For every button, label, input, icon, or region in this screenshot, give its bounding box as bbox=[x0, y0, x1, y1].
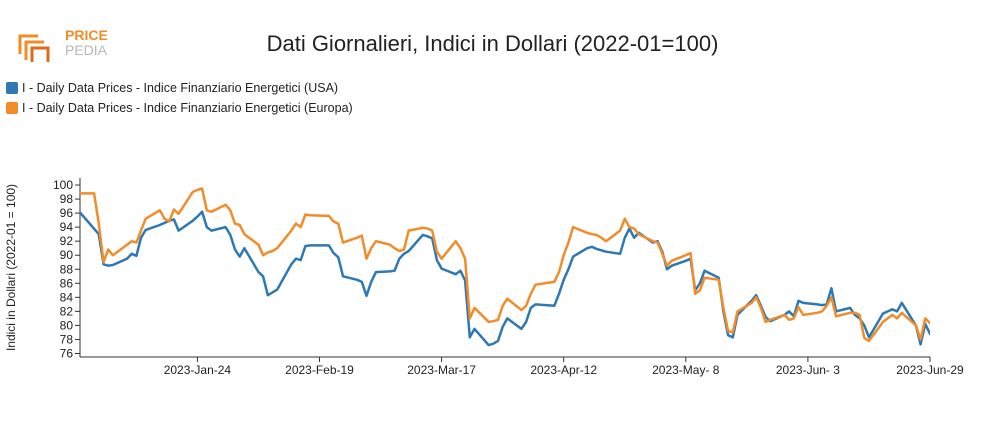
pricepedia-logo-mark: PRICE PEDIA bbox=[18, 27, 108, 62]
y-tick-label-100: 100 bbox=[53, 178, 73, 192]
x-tick-label-6: 2023-Jun-29 bbox=[896, 363, 964, 377]
x-tick-label-3: 2023-Apr-12 bbox=[530, 363, 597, 377]
x-tick-label-0: 2023-Jan-24 bbox=[164, 363, 232, 377]
legend-swatch-europa bbox=[6, 102, 18, 114]
x-tick-label-4: 2023-May- 8 bbox=[652, 363, 720, 377]
chart-title: Dati Giornalieri, Indici in Dollari (202… bbox=[266, 31, 719, 56]
y-tick-label-90: 90 bbox=[60, 248, 74, 262]
y-tick-label-78: 78 bbox=[60, 332, 74, 346]
logo-square-middle bbox=[24, 40, 44, 60]
series-line-usa bbox=[80, 210, 930, 347]
y-tick-label-98: 98 bbox=[60, 192, 74, 206]
y-tick-label-86: 86 bbox=[60, 276, 74, 290]
logo-line1: PRICE bbox=[65, 27, 108, 43]
x-tick-label-2: 2023-Mar-17 bbox=[407, 363, 476, 377]
legend-item-usa[interactable]: I - Daily Data Prices - Indice Finanziar… bbox=[6, 80, 338, 96]
legend-label-usa: I - Daily Data Prices - Indice Finanziar… bbox=[22, 81, 339, 95]
x-tick-label-1: 2023-Feb-19 bbox=[285, 363, 354, 377]
y-tick-label-96: 96 bbox=[60, 206, 74, 220]
y-tick-label-94: 94 bbox=[60, 220, 74, 234]
chart-series bbox=[80, 187, 930, 347]
y-tick-label-88: 88 bbox=[60, 262, 74, 276]
x-tick-label-5: 2023-Jun- 3 bbox=[776, 363, 840, 377]
legend-item-europa[interactable]: I - Daily Data Prices - Indice Finanziar… bbox=[6, 100, 353, 116]
series-line-europa bbox=[80, 187, 930, 343]
legend-swatch-usa bbox=[6, 82, 18, 94]
y-tick-label-80: 80 bbox=[60, 318, 74, 332]
y-tick-label-84: 84 bbox=[60, 290, 74, 304]
legend-label-europa: I - Daily Data Prices - Indice Finanziar… bbox=[22, 101, 353, 115]
y-tick-label-76: 76 bbox=[60, 346, 74, 360]
y-tick-label-92: 92 bbox=[60, 234, 74, 248]
logo-square-outer bbox=[18, 34, 38, 54]
pricepedia-logo: PRICE PEDIA bbox=[18, 22, 128, 62]
logo-line2: PEDIA bbox=[65, 42, 108, 58]
y-axis-title: Indici in Dollari (2022-01 = 100) bbox=[4, 184, 18, 351]
y-tick-label-82: 82 bbox=[60, 304, 74, 318]
logo-square-inner bbox=[30, 46, 50, 62]
